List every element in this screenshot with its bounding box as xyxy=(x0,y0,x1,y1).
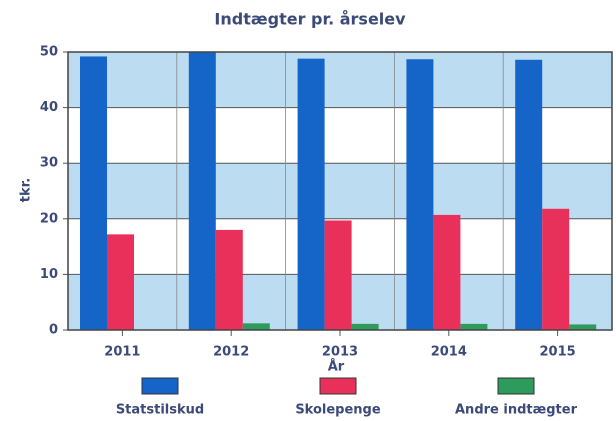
bar xyxy=(542,208,570,330)
legend-swatch xyxy=(141,377,179,395)
bar xyxy=(188,52,216,330)
x-axis-label: År xyxy=(328,359,345,375)
bar xyxy=(80,56,107,330)
y-tick-label: 0 xyxy=(49,323,58,338)
legend-swatch xyxy=(497,377,535,395)
plot-border xyxy=(67,51,613,331)
x-tick-label: 2014 xyxy=(431,345,467,360)
x-tick-label: 2015 xyxy=(540,345,576,360)
y-tick-label: 10 xyxy=(40,267,58,282)
bar xyxy=(242,323,270,330)
chart-title: Indtægter pr. årselev xyxy=(214,10,406,29)
bar xyxy=(215,229,243,330)
y-tick-label: 40 xyxy=(40,100,58,115)
x-tick-label: 2011 xyxy=(104,345,140,360)
y-tick-label: 50 xyxy=(40,45,58,60)
x-tick-label: 2012 xyxy=(213,345,249,360)
bar xyxy=(324,220,352,330)
bar xyxy=(406,59,434,331)
legend-label: Skolepenge xyxy=(295,403,381,418)
bar xyxy=(433,214,461,330)
bar xyxy=(107,234,134,330)
bar xyxy=(569,324,597,330)
bar xyxy=(351,323,379,330)
legend-swatch xyxy=(319,377,357,395)
legend-label: Statstilskud xyxy=(116,403,204,418)
y-tick-label: 30 xyxy=(40,156,58,171)
y-axis-label: tkr. xyxy=(19,178,34,202)
bar xyxy=(460,323,488,330)
bar xyxy=(515,59,543,331)
bar xyxy=(297,58,325,331)
y-tick-label: 20 xyxy=(40,211,58,226)
x-tick-label: 2013 xyxy=(322,345,358,360)
legend-label: Andre indtægter xyxy=(455,403,578,418)
